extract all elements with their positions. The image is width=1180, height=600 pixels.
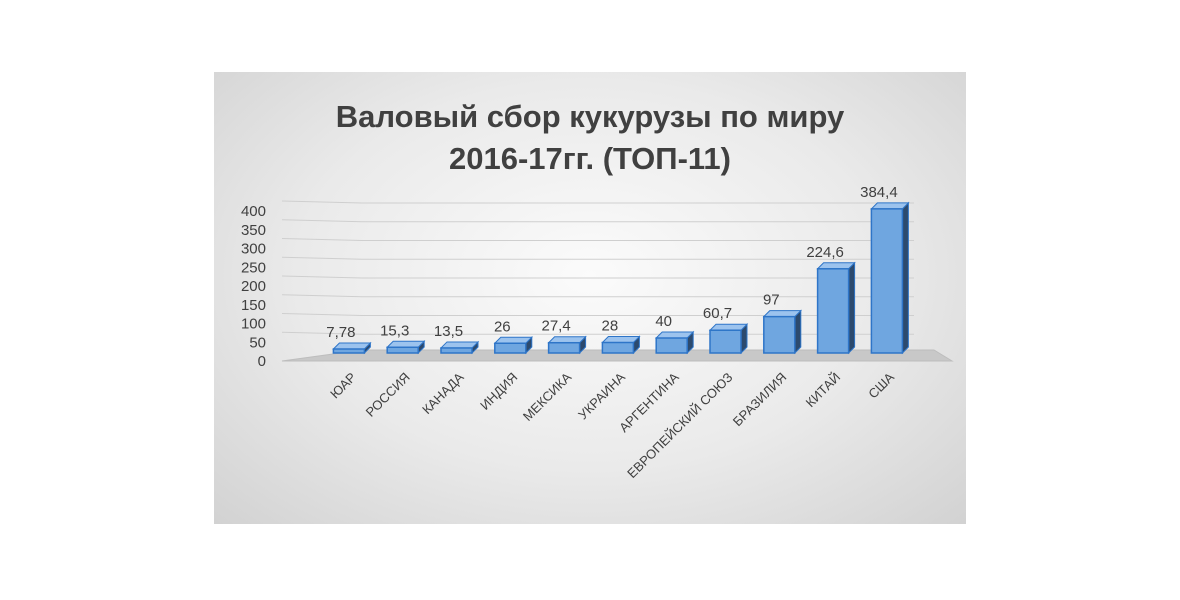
bar-side: [901, 201, 909, 355]
data-label: 28: [602, 318, 619, 335]
x-tick-label: МЕКСИКА: [520, 369, 575, 424]
data-label: 13,5: [434, 323, 463, 340]
data-label: 7,78: [326, 324, 355, 341]
y-tick-label: 100: [241, 316, 266, 333]
bar-top: [654, 331, 695, 339]
gridline: [281, 200, 914, 204]
x-tick-label: КАНАДА: [419, 369, 467, 417]
bar-top: [332, 342, 372, 350]
bar-top: [816, 262, 856, 270]
bar-top: [493, 336, 534, 344]
data-label: 97: [763, 292, 780, 309]
gridline: [281, 294, 914, 298]
bar: [763, 315, 796, 354]
bar-top: [547, 336, 587, 344]
bar-top: [870, 202, 910, 210]
data-label: 27,4: [541, 318, 570, 335]
data-label: 60,7: [703, 305, 732, 322]
x-tick-label: ЕВРОПЕЙСКИЙ СОЮЗ: [624, 369, 736, 481]
y-tick-label: 250: [241, 259, 266, 276]
bar: [332, 348, 366, 354]
x-tick-label: БРАЗИЛИЯ: [730, 370, 790, 430]
bar: [440, 347, 473, 354]
bar-top: [385, 340, 426, 348]
y-tick-label: 0: [258, 353, 266, 370]
bar-side: [794, 309, 802, 355]
y-tick-label: 50: [249, 334, 266, 351]
gridline: [281, 256, 914, 260]
bar: [709, 329, 742, 354]
y-tick-label: 300: [241, 241, 266, 258]
bar-side: [848, 261, 856, 355]
chart-plot-area: 0501001502002503003504007,78ЮАР15,3РОССИ…: [241, 184, 954, 481]
bar: [655, 337, 688, 354]
bar-top: [439, 341, 480, 349]
chart-panel: Валовый сбор кукурузы по миру 2016-17гг.…: [214, 72, 966, 524]
x-tick-label: США: [865, 369, 897, 401]
bar: [547, 341, 581, 354]
gridline: [281, 275, 914, 279]
x-tick-label: ЮАР: [327, 370, 359, 402]
gridline: [281, 238, 914, 241]
y-tick-label: 400: [241, 203, 266, 220]
x-tick-label: УКРАИНА: [575, 369, 628, 422]
bar-top: [762, 310, 803, 318]
bar: [386, 346, 419, 354]
bar-top: [601, 336, 641, 343]
x-tick-label: РОССИЯ: [363, 370, 413, 420]
gridline: [281, 219, 914, 223]
y-tick-label: 350: [241, 222, 266, 239]
data-label: 15,3: [380, 322, 409, 339]
y-tick-label: 200: [241, 278, 266, 295]
bar: [870, 208, 904, 354]
x-tick-label: ИНДИЯ: [477, 370, 520, 413]
bar: [494, 342, 527, 354]
y-tick-label: 150: [241, 297, 266, 314]
bar: [601, 341, 635, 354]
bar-top: [708, 323, 749, 331]
data-label: 224,6: [806, 244, 844, 261]
data-label: 26: [494, 318, 511, 335]
chart-title: Валовый сбор кукурузы по миру 2016-17гг.…: [335, 99, 845, 176]
data-label: 40: [655, 313, 672, 330]
gridline: [281, 313, 914, 316]
data-label: 384,4: [860, 184, 898, 201]
bar: [816, 268, 850, 354]
x-tick-label: КИТАЙ: [803, 370, 844, 411]
